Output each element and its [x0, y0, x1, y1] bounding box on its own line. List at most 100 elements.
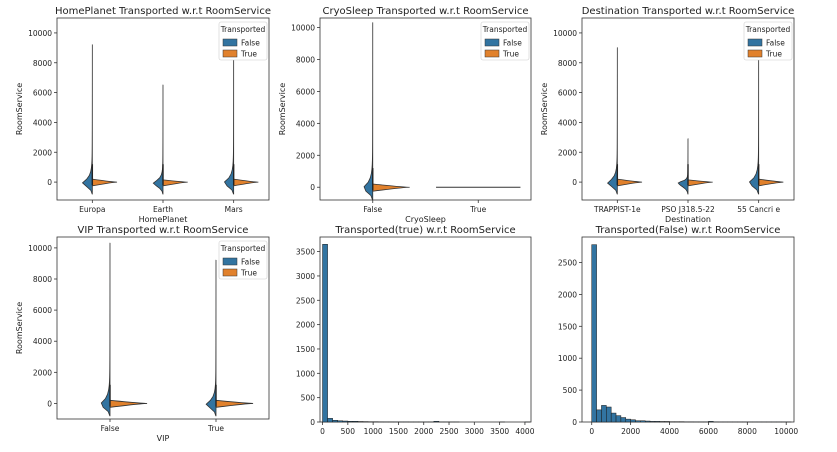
histogram-bar — [659, 421, 665, 423]
histogram-bar — [654, 421, 661, 423]
chart-title: VIP Transported w.r.t RoomService — [78, 225, 249, 236]
histogram-bar — [635, 420, 641, 423]
legend-swatch — [484, 49, 500, 58]
legend-title: Transported — [220, 25, 266, 34]
legend-swatch — [222, 268, 238, 277]
violin-false — [100, 242, 111, 417]
x-tick-label: Europa — [79, 205, 105, 214]
x-tick-label: Mars — [225, 205, 243, 214]
chart-title: CryoSleep Transported w.r.t RoomService — [322, 6, 528, 17]
legend-title: Transported — [745, 25, 791, 34]
violin-false — [606, 47, 618, 195]
x-tick-label: 1500 — [389, 427, 408, 436]
y-tick-label: 0 — [47, 178, 52, 187]
violin-false — [81, 44, 93, 195]
histogram-bar — [620, 417, 627, 423]
legend-label: False — [241, 258, 260, 267]
violin-true — [758, 178, 784, 187]
x-tick-label: 6000 — [699, 427, 718, 436]
x-tick-label: 0 — [320, 427, 325, 436]
y-tick-label: 2000 — [296, 151, 315, 160]
y-tick-label: 4000 — [296, 119, 315, 128]
y-tick-label: 4000 — [33, 118, 52, 127]
y-tick-label: 3500 — [296, 248, 315, 257]
y-tick-label: 6000 — [296, 87, 315, 96]
violin-true — [215, 399, 254, 408]
y-tick-label: 6000 — [33, 306, 52, 315]
histogram-bar — [664, 421, 670, 423]
x-tick-label: 0 — [589, 427, 594, 436]
legend-label: True — [240, 50, 257, 59]
y-tick-label: 10000 — [28, 29, 52, 38]
y-tick-label: 6000 — [33, 89, 52, 98]
chart-title: Destination Transported w.r.t RoomServic… — [582, 6, 795, 17]
plot-area — [581, 236, 795, 423]
histogram-bar — [615, 415, 622, 423]
x-tick-label: TRAPPIST-1e — [593, 205, 641, 214]
violin-true — [372, 183, 410, 192]
violin-false — [363, 22, 374, 201]
x-tick-label: False — [363, 205, 382, 214]
x-axis-label: VIP — [157, 434, 170, 443]
x-tick-label: 2000 — [414, 427, 433, 436]
histogram-bar — [644, 420, 651, 423]
x-tick-label: 500 — [341, 427, 356, 436]
x-axis-label: CryoSleep — [405, 215, 446, 224]
x-tick-label: 8000 — [738, 427, 757, 436]
y-tick-label: 500 — [563, 386, 578, 395]
x-tick-label: 4000 — [515, 427, 534, 436]
y-axis-label: RoomService — [15, 83, 24, 135]
y-tick-label: 10000 — [291, 24, 315, 33]
x-tick-label: 3500 — [490, 427, 509, 436]
chart-title: Transported(true) w.r.t RoomService — [334, 225, 515, 236]
x-tick-label: 3000 — [465, 427, 484, 436]
histogram-bar — [322, 244, 328, 423]
violin-true — [91, 178, 118, 187]
y-tick-label: 2000 — [296, 321, 315, 330]
histogram-bar — [601, 405, 607, 423]
legend-swatch — [222, 38, 238, 47]
violin-false — [205, 259, 217, 417]
legend-label: False — [766, 39, 785, 48]
y-axis-label: RoomService — [15, 302, 24, 354]
y-tick-label: 2000 — [558, 148, 577, 157]
chart-4: Transported(true) w.r.t RoomService 0 500 1… — [296, 225, 535, 436]
legend-label: False — [241, 39, 260, 48]
legend-swatch — [747, 38, 763, 47]
x-tick-label: 2000 — [621, 427, 640, 436]
y-tick-label: 10000 — [28, 244, 52, 253]
y-tick-label: 0 — [310, 418, 315, 427]
x-tick-label: False — [101, 424, 120, 433]
violin-true — [109, 399, 148, 408]
chart-2: Destination Transported w.r.t RoomServic… — [540, 6, 795, 224]
violin-true — [162, 179, 188, 187]
legend-swatch — [747, 49, 763, 58]
histogram-bar — [596, 409, 602, 423]
chart-title: HomePlanet Transported w.r.t RoomService — [55, 6, 271, 17]
histogram-bar — [591, 244, 597, 423]
y-tick-label: 0 — [572, 178, 577, 187]
y-tick-label: 2000 — [33, 368, 52, 377]
histogram-bar — [327, 418, 333, 423]
legend-label: True — [765, 50, 782, 59]
x-axis-label: HomePlanet — [139, 215, 188, 224]
histogram-bar — [433, 421, 440, 423]
y-tick-label: 1000 — [296, 369, 315, 378]
y-tick-label: 8000 — [296, 56, 315, 65]
violin-false — [152, 84, 164, 195]
histogram-bar — [337, 420, 344, 423]
violin-true — [687, 179, 713, 187]
chart-3: VIP Transported w.r.t RoomService 0 2000 40… — [15, 225, 270, 443]
plot-area — [319, 236, 532, 423]
chart-5: Transported(False) w.r.t RoomService 0 500… — [558, 225, 798, 436]
y-tick-label: 8000 — [558, 59, 577, 68]
y-tick-label: 3000 — [296, 272, 315, 281]
legend-swatch — [222, 257, 238, 266]
x-tick-label: True — [207, 424, 224, 433]
histogram-bar — [630, 419, 636, 423]
y-tick-label: 4000 — [33, 337, 52, 346]
histogram-bar — [649, 421, 656, 423]
x-tick-label: PSO J318.5-22 — [661, 205, 715, 214]
y-tick-label: 6000 — [558, 89, 577, 98]
